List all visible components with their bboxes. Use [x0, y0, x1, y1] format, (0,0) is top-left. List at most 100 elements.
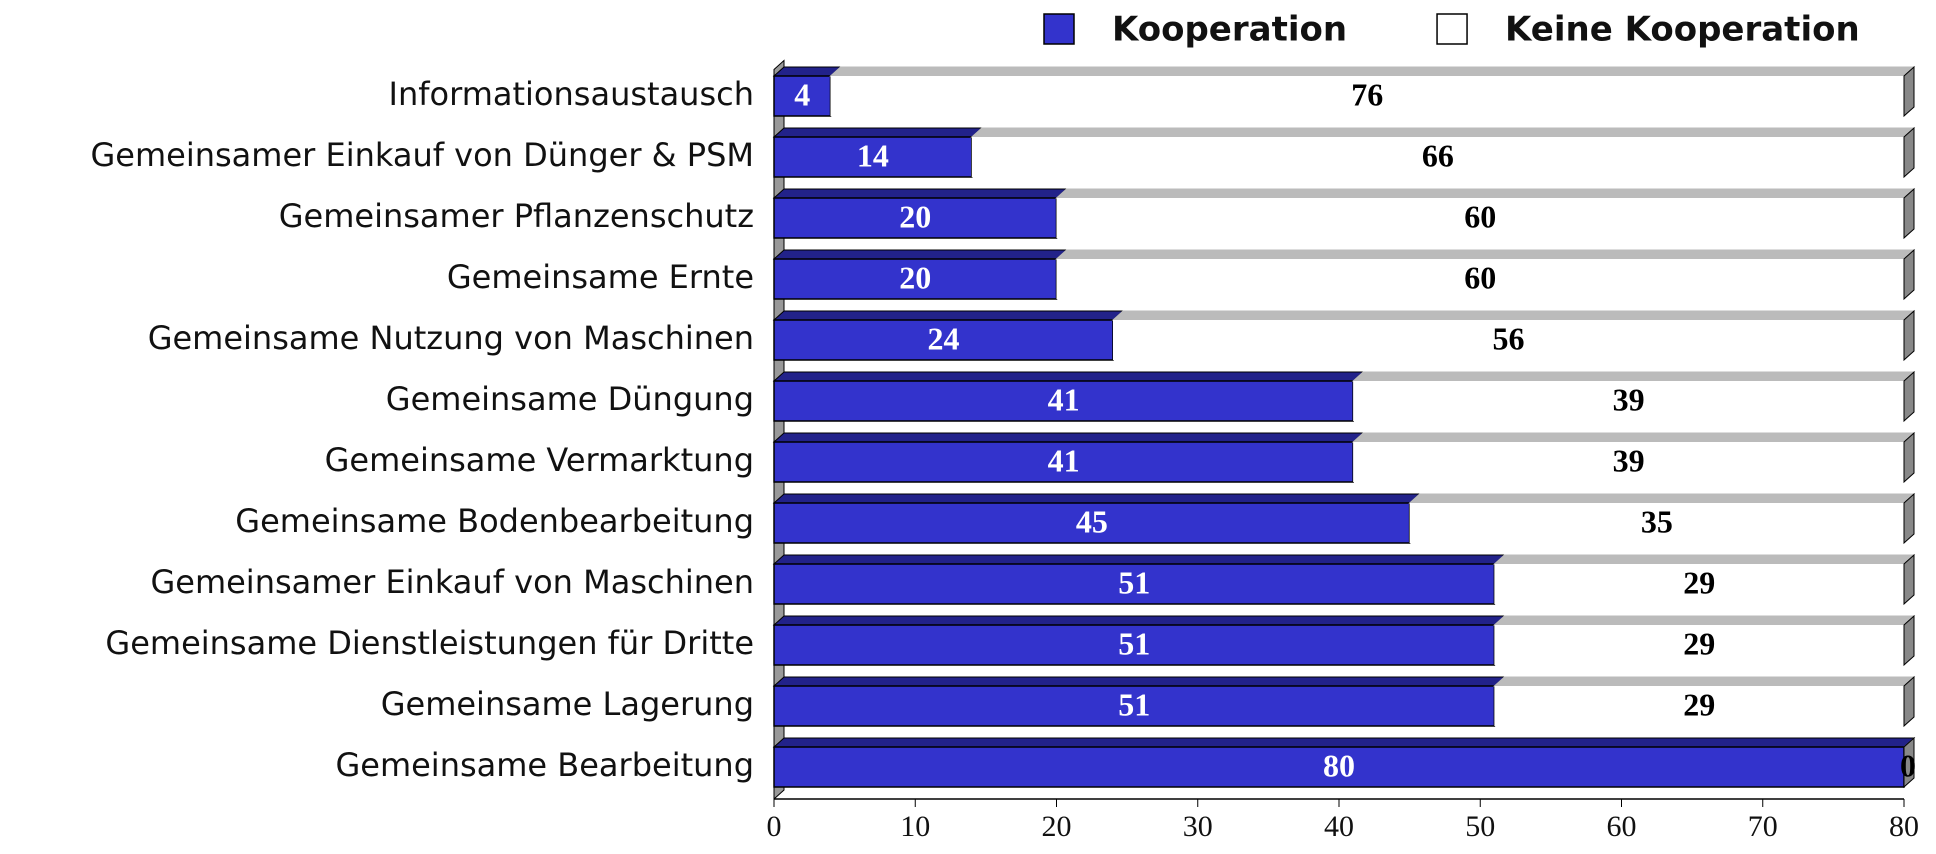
bar — [971, 137, 1904, 177]
legend-label: Keine Kooperation — [1505, 10, 1860, 50]
category-label: Gemeinsame Ernte — [447, 258, 754, 296]
category-label: Gemeinsamer Einkauf von Dünger & PSM — [90, 136, 754, 174]
legend-label: Kooperation — [1112, 10, 1347, 50]
x-tick-label: 0 — [767, 810, 782, 843]
bar — [1494, 564, 1904, 604]
category-label: Gemeinsame Lagerung — [381, 685, 754, 723]
value-label: 0 — [1900, 747, 1916, 783]
bar-top — [1408, 493, 1916, 504]
value-label: 41 — [1048, 381, 1080, 417]
category-label: Informationsaustausch — [389, 75, 754, 113]
bar — [1056, 198, 1904, 238]
category-label: Gemeinsamer Einkauf von Maschinen — [150, 563, 754, 601]
bar-top — [772, 188, 1068, 199]
value-label: 80 — [1323, 747, 1355, 783]
bar-top — [772, 737, 1916, 748]
bar-side — [1903, 309, 1915, 362]
bar-side — [1903, 553, 1915, 606]
bar-top — [772, 66, 842, 77]
bar-side — [1903, 431, 1915, 484]
bar — [830, 76, 1904, 116]
x-tick-label: 60 — [1607, 810, 1637, 843]
bar-top — [829, 66, 1916, 77]
category-label: Gemeinsame Düngung — [386, 380, 754, 418]
bar-top — [772, 676, 1506, 687]
value-label: 39 — [1613, 442, 1645, 478]
bar — [773, 685, 1496, 727]
category-label: Gemeinsame Bearbeitung — [335, 746, 754, 784]
bar-side — [1903, 126, 1915, 179]
bar — [773, 258, 1058, 300]
value-label: 14 — [857, 137, 889, 173]
value-label: 4 — [794, 76, 810, 112]
category-label: Gemeinsame Vermarktung — [325, 441, 754, 479]
bar-side — [1903, 248, 1915, 301]
value-label: 29 — [1683, 686, 1715, 722]
value-label: 24 — [928, 320, 960, 356]
x-tick-label: 30 — [1183, 810, 1213, 843]
bar-top — [772, 310, 1125, 321]
bar-top — [772, 432, 1365, 443]
bar-top — [1351, 432, 1916, 443]
value-label: 60 — [1464, 198, 1496, 234]
legend-swatch — [1043, 13, 1075, 45]
value-label: 60 — [1464, 259, 1496, 295]
bar — [1409, 503, 1904, 543]
bar-top — [1493, 554, 1916, 565]
bar-side — [1903, 614, 1915, 667]
bar-top — [772, 493, 1421, 504]
bar — [773, 75, 832, 117]
category-label: Gemeinsame Dienstleistungen für Dritte — [105, 624, 754, 662]
bar-top — [1493, 676, 1916, 687]
bar — [773, 319, 1114, 361]
value-label: 51 — [1118, 625, 1150, 661]
value-label: 35 — [1641, 503, 1673, 539]
bar-top — [1111, 310, 1916, 321]
bar — [1353, 442, 1904, 482]
value-label: 76 — [1351, 76, 1383, 112]
value-label: 45 — [1076, 503, 1108, 539]
bar — [773, 136, 973, 178]
bar-side — [1903, 675, 1915, 728]
bar — [1056, 259, 1904, 299]
value-label: 29 — [1683, 564, 1715, 600]
bar-top — [772, 127, 984, 138]
bar-side — [1903, 65, 1915, 118]
bar-top — [772, 554, 1506, 565]
bar — [773, 624, 1496, 666]
value-label: 56 — [1493, 320, 1525, 356]
bar-top — [1055, 188, 1916, 199]
bar-top — [772, 615, 1506, 626]
value-label: 41 — [1048, 442, 1080, 478]
bar — [773, 746, 1905, 788]
bar-top — [772, 371, 1365, 382]
bar — [773, 197, 1058, 239]
x-tick-label: 10 — [900, 810, 930, 843]
axis-wall — [773, 59, 785, 801]
bar-side — [1903, 187, 1915, 240]
category-label: Gemeinsame Bodenbearbeitung — [235, 502, 754, 540]
bar — [1494, 625, 1904, 665]
bar — [1353, 381, 1904, 421]
bar — [1494, 686, 1904, 726]
category-label: Gemeinsamer Pflanzenschutz — [279, 197, 754, 235]
legend-swatch — [1436, 13, 1468, 45]
bar-top — [970, 127, 1916, 138]
bar-top — [1493, 615, 1916, 626]
x-tick-label: 20 — [1042, 810, 1072, 843]
bar — [773, 380, 1354, 422]
bar-side — [1903, 370, 1915, 423]
bar — [1113, 320, 1904, 360]
x-tick-label: 80 — [1889, 810, 1919, 843]
bar-top — [772, 249, 1068, 260]
value-label: 20 — [899, 198, 931, 234]
bar — [773, 563, 1496, 605]
value-label: 51 — [1118, 686, 1150, 722]
value-label: 39 — [1613, 381, 1645, 417]
bar — [773, 502, 1411, 544]
bar-side — [1903, 736, 1915, 789]
x-tick-label: 40 — [1324, 810, 1354, 843]
value-label: 29 — [1683, 625, 1715, 661]
